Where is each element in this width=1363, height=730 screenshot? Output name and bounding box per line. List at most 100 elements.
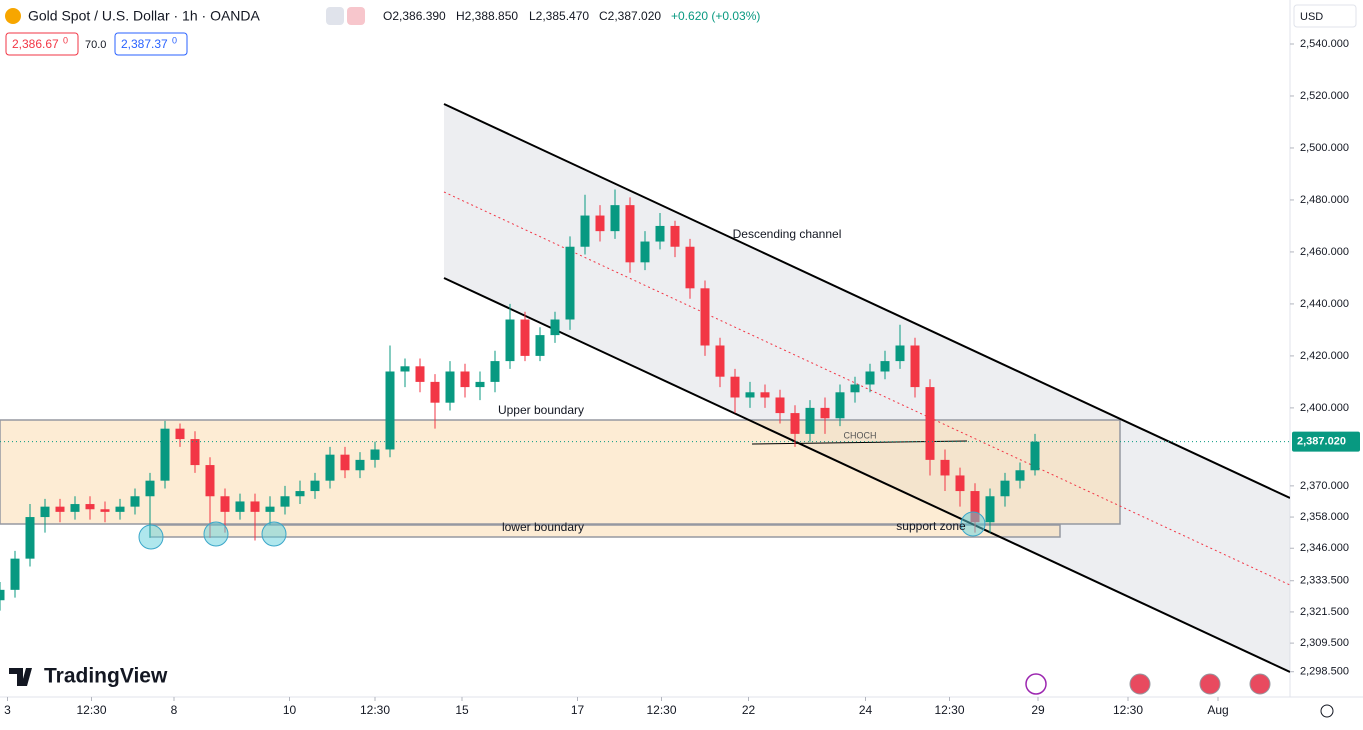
candle-body	[235, 501, 245, 512]
x-tick-label: 22	[742, 703, 756, 717]
event-icon[interactable]	[1249, 673, 1271, 695]
candle-body	[295, 491, 305, 497]
candle-body	[520, 319, 530, 356]
candle-body	[430, 381, 440, 403]
candle-body	[775, 397, 785, 414]
candle-body	[565, 246, 575, 320]
candle-body	[880, 361, 890, 372]
symbol-icon	[5, 8, 21, 24]
y-tick-label: 2,346.000	[1300, 542, 1349, 554]
bid-sup[interactable]: 0	[63, 35, 68, 45]
last-price-label: 2,387.020	[1297, 436, 1346, 448]
toggle-button[interactable]	[347, 7, 365, 25]
candles	[0, 189, 1040, 611]
x-tick-label: 12:30	[934, 703, 964, 717]
x-tick-label: 15	[455, 703, 469, 717]
y-tick-label: 2,333.500	[1300, 575, 1349, 587]
candle-body	[595, 215, 605, 232]
candle-body	[535, 335, 545, 356]
candle-body	[130, 496, 140, 507]
x-tick-label: 12:30	[360, 703, 390, 717]
candle-body	[685, 246, 695, 289]
annotation: lower boundary	[502, 520, 584, 534]
candle-body	[865, 371, 875, 385]
candle-body	[280, 496, 290, 507]
x-tick-label: 12:30	[646, 703, 676, 717]
x-tick-label: 12:30	[1113, 703, 1143, 717]
candle-body	[100, 509, 110, 512]
candle-body	[790, 413, 800, 434]
currency[interactable]: USD	[1300, 11, 1323, 23]
candle-body	[265, 506, 275, 512]
candle-body	[760, 392, 770, 398]
event-icon[interactable]	[1199, 673, 1221, 695]
symbol-title[interactable]: Gold Spot / U.S. Dollar · 1h · OANDA	[28, 8, 261, 24]
candle-body	[730, 376, 740, 398]
candle-body	[190, 439, 200, 466]
ohlc-change: +0.620 (+0.03%)	[671, 9, 760, 23]
candle-body	[655, 225, 665, 242]
y-tick-label: 2,370.000	[1300, 480, 1349, 492]
brand[interactable]: TradingView	[44, 665, 168, 688]
annotation: CHOCH	[844, 430, 877, 440]
buy-button[interactable]	[114, 32, 188, 56]
candle-body	[670, 225, 680, 247]
candle-body	[805, 407, 815, 434]
candle-body	[205, 465, 215, 497]
annotation: Upper boundary	[498, 403, 584, 417]
x-tick-label: Aug	[1207, 703, 1228, 717]
candle-body	[895, 345, 905, 362]
candle-body	[385, 371, 395, 450]
candle-body	[340, 454, 350, 471]
touch-marker	[261, 521, 287, 547]
sell-button[interactable]	[5, 32, 79, 56]
bid-price[interactable]: 2,386.67	[12, 37, 59, 51]
candle-body	[40, 506, 50, 518]
y-tick-label: 2,500.000	[1300, 142, 1349, 154]
candle-body	[175, 428, 185, 440]
candle-body	[625, 205, 635, 263]
channel-lower	[443, 277, 1290, 673]
brand-icon	[9, 668, 32, 686]
x-tick-label: 3	[4, 703, 11, 717]
candle-body	[850, 384, 860, 393]
candle-body	[1015, 470, 1025, 481]
candle-body	[310, 480, 320, 492]
x-tick-label: 8	[171, 703, 178, 717]
candle-body	[25, 517, 35, 559]
settings-icon[interactable]	[1320, 704, 1334, 718]
candle-body	[85, 504, 95, 510]
candle-body	[715, 345, 725, 377]
touch-marker	[138, 524, 164, 550]
channel-mid	[443, 191, 1290, 586]
y-tick-label: 2,460.000	[1300, 246, 1349, 258]
candle-body	[940, 459, 950, 476]
toggle-button[interactable]	[326, 7, 344, 25]
candle-body	[1000, 480, 1010, 497]
candle-body	[970, 491, 980, 523]
y-tick-label: 2,400.000	[1300, 402, 1349, 414]
x-tick-label: 29	[1031, 703, 1045, 717]
candle-body	[115, 506, 125, 512]
event-icon[interactable]	[1129, 673, 1151, 695]
candle-body	[700, 288, 710, 346]
y-tick-label: 2,420.000	[1300, 350, 1349, 362]
candle-body	[475, 381, 485, 388]
ask-price[interactable]: 2,387.37	[121, 37, 168, 51]
event-icon[interactable]	[1025, 673, 1047, 695]
candle-body	[250, 501, 260, 512]
ohlc-low: L2,385.470	[529, 9, 589, 23]
markers	[138, 511, 986, 550]
candle-body	[610, 205, 620, 232]
currency-button[interactable]	[1293, 4, 1357, 28]
spread: 70.0	[85, 39, 106, 51]
candle-body	[0, 589, 5, 601]
ohlc-open: O2,386.390	[383, 9, 446, 23]
touch-marker	[203, 521, 229, 547]
y-tick-label: 2,520.000	[1300, 90, 1349, 102]
ask-sup[interactable]: 0	[172, 35, 177, 45]
y-tick-label: 2,440.000	[1300, 298, 1349, 310]
channel-upper	[443, 103, 1290, 499]
candle-body	[220, 496, 230, 512]
